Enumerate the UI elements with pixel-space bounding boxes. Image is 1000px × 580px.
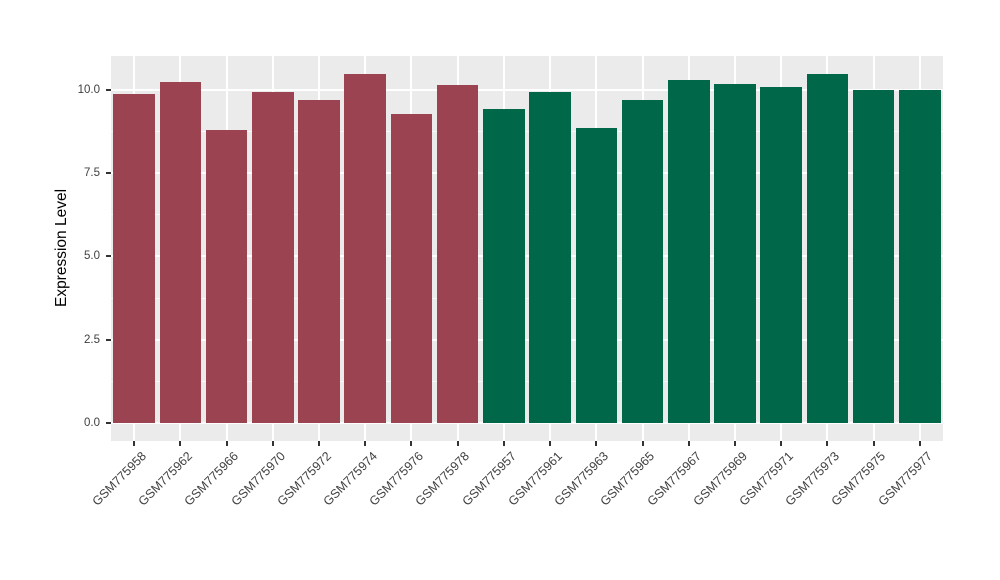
y-tick-label: 5.0 <box>84 250 100 263</box>
x-tick-mark <box>872 441 875 446</box>
bar-GSM775973 <box>806 73 849 423</box>
bar-GSM775970 <box>251 91 294 423</box>
bar-GSM775971 <box>760 86 803 423</box>
y-tick-mark <box>106 89 111 92</box>
major-gridline <box>111 89 943 92</box>
bar-GSM775975 <box>852 90 895 423</box>
bar-GSM775977 <box>899 90 941 423</box>
x-tick-mark <box>456 441 459 446</box>
x-tick-mark <box>364 441 367 446</box>
x-tick-mark <box>318 441 320 446</box>
plot-panel <box>111 56 943 441</box>
minor-gridline <box>111 131 943 133</box>
y-tick-label: 0.0 <box>84 416 100 429</box>
x-tick-mark <box>271 441 274 446</box>
bar-GSM775972 <box>298 100 340 423</box>
y-tick-label: 2.5 <box>84 333 100 346</box>
major-gridline <box>111 338 943 341</box>
bar-GSM775967 <box>667 80 710 423</box>
y-axis-title: Expression Level <box>53 188 70 308</box>
bar-GSM775965 <box>621 100 664 423</box>
x-tick-mark <box>549 441 552 446</box>
x-tick-mark <box>687 441 690 446</box>
bar-GSM775962 <box>159 81 202 423</box>
y-tick-label: 7.5 <box>84 167 100 180</box>
minor-gridline <box>111 297 943 299</box>
x-tick-mark <box>734 441 736 446</box>
x-tick-mark <box>780 441 783 446</box>
bar-GSM775966 <box>205 130 248 423</box>
x-tick-mark <box>595 441 598 446</box>
y-tick-mark <box>106 421 111 424</box>
y-tick-mark <box>106 338 111 341</box>
minor-gridline <box>111 214 943 216</box>
x-tick-mark <box>918 441 921 446</box>
bar-GSM775958 <box>113 93 155 423</box>
major-gridline <box>111 172 943 175</box>
y-tick-label: 10.0 <box>77 84 100 97</box>
bar-GSM775969 <box>714 83 756 423</box>
bar-GSM775976 <box>390 113 433 423</box>
bar-GSM775961 <box>529 91 571 423</box>
major-gridline <box>111 421 943 424</box>
bar-GSM775978 <box>436 85 479 423</box>
x-tick-mark <box>225 441 228 446</box>
major-gridline <box>111 255 943 258</box>
y-tick-mark <box>106 255 111 258</box>
x-tick-mark <box>410 441 413 446</box>
x-tick-mark <box>641 441 644 446</box>
x-tick-mark <box>133 441 136 446</box>
bar-GSM775963 <box>575 128 618 423</box>
bar-GSM775957 <box>483 108 525 423</box>
x-tick-mark <box>179 441 182 446</box>
bar-GSM775974 <box>344 73 387 423</box>
x-tick-mark <box>502 441 505 446</box>
minor-gridline <box>111 380 943 382</box>
x-tick-mark <box>826 441 829 446</box>
y-tick-mark <box>106 172 111 175</box>
